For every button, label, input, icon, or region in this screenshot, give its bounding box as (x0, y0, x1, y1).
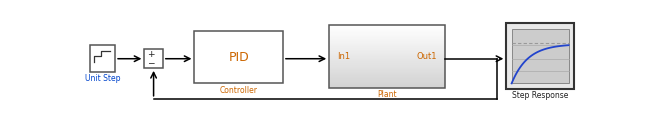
Bar (329, 48, 445, 49)
Bar (329, 63, 445, 64)
Bar (329, 43, 445, 44)
Bar (195, 31, 283, 83)
Bar (329, 56, 445, 58)
Bar (329, 87, 445, 88)
Bar (329, 46, 445, 48)
Text: Out1: Out1 (417, 52, 437, 61)
Bar (511, 29, 569, 83)
Bar (329, 53, 445, 54)
Bar (329, 27, 445, 29)
Bar (90, 45, 115, 72)
Bar (329, 68, 445, 69)
Bar (329, 40, 445, 42)
Bar (329, 36, 445, 38)
Text: +: + (147, 50, 155, 59)
Bar (329, 79, 445, 81)
Bar (329, 78, 445, 80)
Bar (329, 50, 445, 52)
Bar (329, 64, 445, 66)
Text: In1: In1 (337, 52, 350, 61)
Bar (144, 50, 163, 68)
Text: Plant: Plant (377, 90, 397, 99)
Bar (329, 72, 445, 73)
Bar (329, 70, 445, 72)
Bar (329, 69, 445, 71)
Bar (329, 45, 445, 47)
Bar (329, 73, 445, 74)
Bar (329, 82, 445, 83)
Bar (329, 61, 445, 63)
Bar (329, 35, 445, 37)
Bar (329, 54, 445, 56)
Bar (329, 77, 445, 78)
Bar (329, 39, 445, 40)
Bar (329, 49, 445, 50)
Bar (329, 75, 445, 77)
Bar (329, 29, 445, 30)
Text: PID: PID (228, 51, 249, 64)
Text: Step Response: Step Response (512, 91, 569, 100)
Bar (329, 41, 445, 43)
Bar (329, 51, 445, 53)
Bar (329, 58, 445, 59)
Bar (329, 34, 445, 35)
Bar (329, 74, 445, 76)
Bar (329, 85, 445, 87)
Bar (329, 25, 445, 27)
Text: Controller: Controller (219, 86, 258, 95)
Text: Unit Step: Unit Step (85, 74, 121, 83)
Bar (329, 32, 445, 34)
Bar (329, 65, 445, 67)
Bar (329, 31, 445, 33)
Bar (329, 84, 445, 86)
Bar (329, 60, 445, 62)
Bar (329, 55, 445, 57)
Bar (329, 67, 445, 68)
Bar (329, 30, 445, 32)
Bar (329, 59, 445, 61)
Bar (329, 37, 445, 39)
Text: −: − (147, 58, 155, 67)
Bar (329, 80, 445, 82)
Bar (329, 26, 445, 28)
Bar (506, 23, 574, 89)
Bar (329, 44, 445, 45)
Bar (329, 83, 445, 85)
Bar (329, 25, 445, 88)
